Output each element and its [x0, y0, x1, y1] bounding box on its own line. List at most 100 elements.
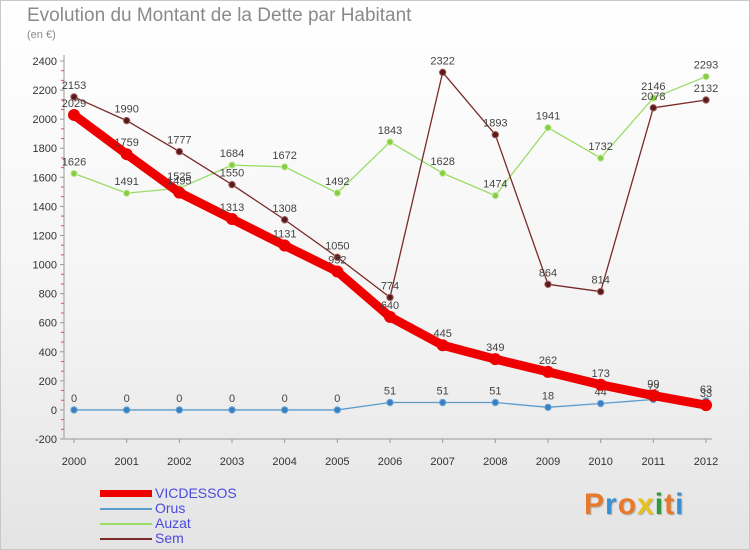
legend-label-vicdessos: VICDESSOS [155, 485, 237, 501]
data-label-vicdessos: 640 [381, 300, 399, 312]
data-label-sem: 2132 [694, 83, 718, 95]
data-point-orus [228, 406, 236, 414]
data-point-vicdessos [331, 265, 344, 278]
y-tick-label: 1800 [33, 143, 57, 155]
data-point-vicdessos [436, 339, 449, 352]
data-label-vicdessos: 99 [647, 379, 659, 391]
y-tick-label: 2000 [33, 114, 57, 126]
data-label-orus: 0 [229, 393, 235, 405]
data-label-vicdessos: 1759 [114, 137, 138, 149]
chart-title: Evolution du Montant de la Dette par Hab… [27, 5, 412, 26]
data-label-orus: 0 [71, 393, 77, 405]
data-point-orus [280, 406, 289, 414]
data-label-vicdessos: 33 [700, 388, 712, 400]
data-point-sem [175, 147, 184, 156]
data-label-auzat: 1732 [588, 141, 612, 153]
data-label-vicdessos: 262 [539, 355, 557, 367]
y-tick-label: 1200 [33, 230, 57, 242]
series-line-vicdessos [69, 110, 711, 410]
y-tick-label: 1600 [33, 172, 57, 184]
data-point-auzat [544, 124, 552, 132]
data-label-auzat: 1672 [272, 150, 296, 162]
x-tick-label: 2009 [536, 456, 560, 468]
data-label-auzat: 1843 [378, 125, 402, 137]
x-tick-label: 2001 [114, 456, 138, 468]
x-tick-label: 2008 [483, 456, 507, 468]
data-point-sem [491, 131, 500, 139]
y-tick-label: 600 [39, 318, 57, 330]
data-label-auzat: 1941 [536, 111, 560, 123]
data-point-sem [280, 216, 289, 224]
x-tick-label: 2003 [220, 456, 244, 468]
data-point-vicdessos [489, 353, 502, 366]
data-point-vicdessos [542, 365, 554, 378]
data-point-sem [438, 68, 447, 77]
legend-swatch-orus [100, 508, 152, 510]
data-label-sem: 774 [381, 280, 399, 292]
data-label-auzat: 1684 [220, 148, 244, 160]
data-point-sem [333, 253, 342, 261]
y-tick-label: -200 [35, 434, 57, 446]
data-point-orus [70, 406, 78, 414]
data-label-sem: 1777 [167, 135, 191, 147]
data-label-sem: 1893 [483, 118, 507, 130]
x-tick-label: 2011 [642, 456, 666, 468]
data-point-vicdessos [278, 239, 291, 252]
data-point-sem [228, 180, 236, 189]
y-tick-label: 2200 [33, 85, 57, 97]
data-label-orus: 51 [489, 386, 501, 398]
data-point-orus [175, 406, 184, 414]
data-point-sem [702, 96, 710, 104]
proxiti-logo: Proxiti [584, 488, 685, 521]
data-point-sem [544, 280, 552, 289]
data-point-vicdessos [594, 378, 607, 391]
y-tick-label: 1400 [33, 201, 57, 213]
data-point-auzat [649, 94, 658, 102]
y-tick-label: 200 [39, 376, 57, 388]
data-point-vicdessos [647, 389, 660, 402]
data-point-vicdessos [226, 213, 238, 226]
data-point-vicdessos [700, 399, 712, 412]
data-label-vicdessos: 1495 [167, 176, 191, 188]
data-label-orus: 63 [700, 384, 712, 396]
data-point-auzat [122, 189, 131, 197]
data-label-auzat: 1525 [167, 171, 191, 183]
data-label-sem: 864 [539, 267, 557, 279]
data-point-sem [70, 93, 78, 101]
legend-label-sem: Sem [155, 530, 184, 546]
data-label-sem: 2078 [641, 91, 665, 103]
data-label-orus: 0 [282, 393, 288, 405]
data-label-auzat: 1474 [483, 179, 507, 191]
data-label-sem: 2322 [430, 55, 454, 67]
data-point-auzat [702, 72, 710, 81]
data-point-auzat [491, 191, 500, 200]
x-tick-label: 2004 [272, 456, 296, 468]
data-point-orus [596, 399, 605, 408]
data-label-orus: 0 [334, 393, 340, 405]
data-point-vicdessos [173, 186, 186, 199]
data-label-auzat: 1626 [62, 157, 86, 169]
data-point-vicdessos [68, 108, 80, 121]
data-point-sem [596, 287, 605, 296]
y-tick-label: 400 [39, 347, 57, 359]
x-tick-label: 2002 [167, 456, 191, 468]
x-tick-label: 2010 [588, 456, 612, 468]
x-tick-label: 2012 [694, 456, 718, 468]
data-label-orus: 18 [542, 390, 554, 402]
y-tick-label: 2400 [33, 56, 57, 68]
data-label-orus: 0 [124, 393, 130, 405]
x-tick-label: 2006 [378, 456, 402, 468]
data-point-auzat [70, 169, 78, 178]
data-point-orus [491, 398, 500, 407]
data-label-orus: 51 [437, 386, 449, 398]
data-label-vicdessos: 952 [328, 255, 346, 267]
data-label-vicdessos: 349 [486, 342, 504, 354]
data-point-sem [649, 104, 658, 112]
data-label-auzat: 1491 [114, 176, 138, 188]
data-point-auzat [596, 154, 605, 162]
data-label-vicdessos: 2029 [62, 98, 86, 110]
chart-subtitle: (en €) [27, 29, 56, 41]
legend-swatch-sem [100, 538, 152, 540]
data-point-sem [122, 116, 131, 125]
data-point-sem [386, 293, 394, 302]
